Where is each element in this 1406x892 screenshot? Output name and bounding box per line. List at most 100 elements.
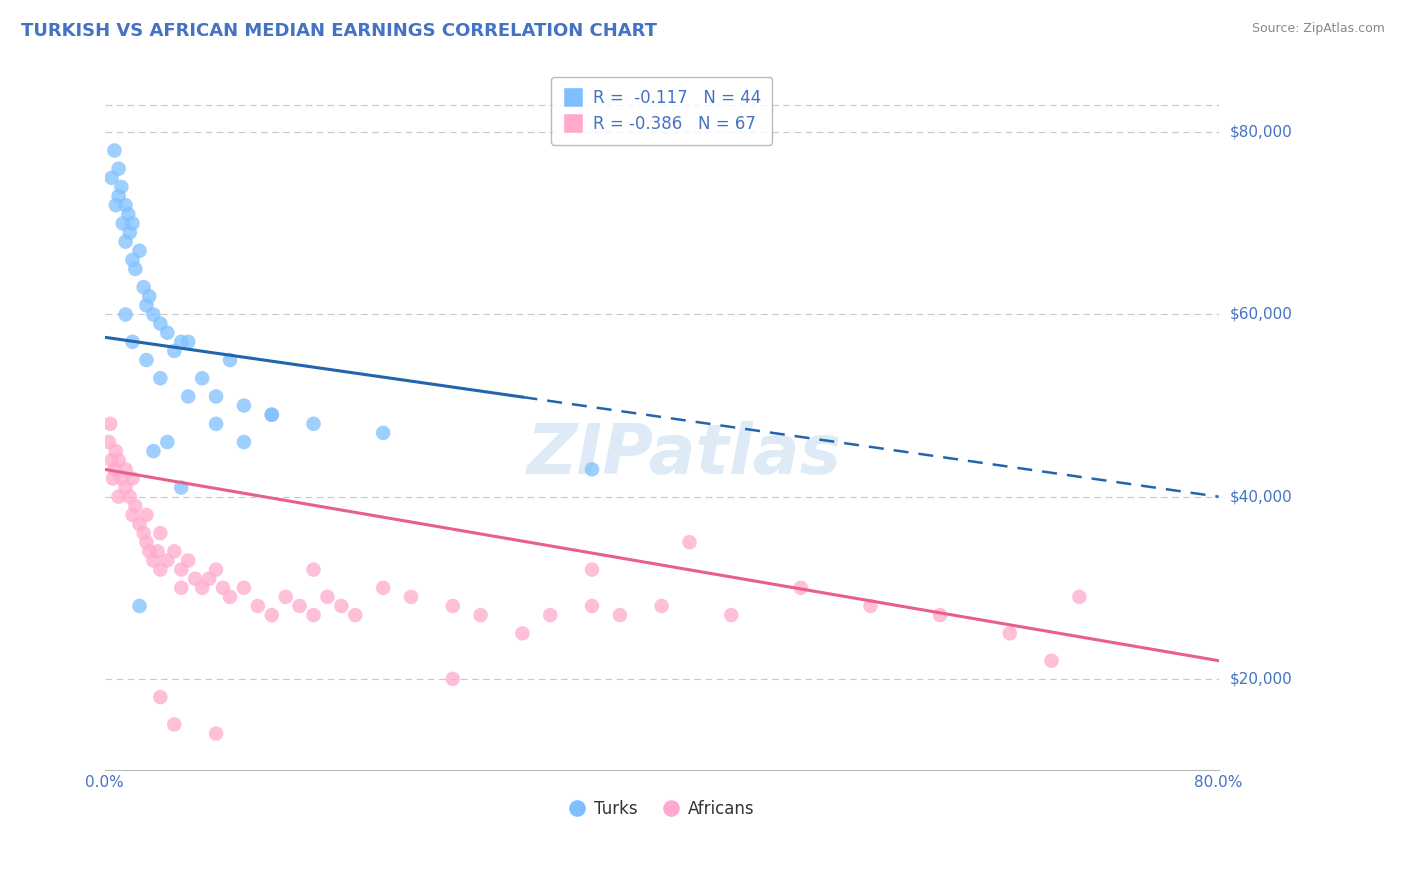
Point xyxy=(121,334,143,349)
Point xyxy=(260,408,283,422)
Point xyxy=(135,353,157,368)
Point xyxy=(156,553,179,567)
Point xyxy=(163,717,186,731)
Text: Source: ZipAtlas.com: Source: ZipAtlas.com xyxy=(1251,22,1385,36)
Point xyxy=(859,599,882,613)
Point xyxy=(128,516,150,531)
Point xyxy=(121,508,143,522)
Point xyxy=(124,262,146,277)
Point xyxy=(103,462,125,476)
Text: TURKISH VS AFRICAN MEDIAN EARNINGS CORRELATION CHART: TURKISH VS AFRICAN MEDIAN EARNINGS CORRE… xyxy=(21,22,657,40)
Point xyxy=(118,226,141,240)
Point xyxy=(441,672,464,686)
Point xyxy=(538,608,561,623)
Point xyxy=(581,462,603,476)
Point xyxy=(399,590,422,604)
Point xyxy=(114,308,136,322)
Point xyxy=(124,499,146,513)
Point xyxy=(107,490,129,504)
Point xyxy=(205,563,228,577)
Point xyxy=(720,608,742,623)
Point xyxy=(929,608,952,623)
Point xyxy=(998,626,1021,640)
Point xyxy=(107,161,129,176)
Point xyxy=(107,453,129,467)
Point xyxy=(1069,590,1091,604)
Point xyxy=(142,308,165,322)
Point xyxy=(142,553,165,567)
Point xyxy=(135,508,157,522)
Point xyxy=(104,444,127,458)
Point xyxy=(512,626,534,640)
Point xyxy=(232,581,254,595)
Point xyxy=(132,526,155,541)
Point xyxy=(117,207,139,221)
Legend: Turks, Africans: Turks, Africans xyxy=(562,794,761,825)
Point xyxy=(260,408,283,422)
Text: ZIPatlas: ZIPatlas xyxy=(526,421,841,488)
Point xyxy=(138,289,160,303)
Text: $60,000: $60,000 xyxy=(1230,307,1292,322)
Point xyxy=(135,535,157,549)
Point xyxy=(149,317,172,331)
Point xyxy=(114,235,136,249)
Point xyxy=(581,599,603,613)
Point xyxy=(470,608,492,623)
Point xyxy=(100,170,122,185)
Text: $40,000: $40,000 xyxy=(1230,489,1292,504)
Point xyxy=(146,544,169,558)
Text: $80,000: $80,000 xyxy=(1230,125,1292,140)
Point xyxy=(198,572,221,586)
Point xyxy=(288,599,311,613)
Point xyxy=(149,371,172,385)
Point xyxy=(149,526,172,541)
Point xyxy=(107,189,129,203)
Point xyxy=(184,572,207,586)
Point xyxy=(177,553,200,567)
Point xyxy=(110,471,132,485)
Point xyxy=(128,244,150,258)
Point xyxy=(177,334,200,349)
Point xyxy=(205,389,228,403)
Point xyxy=(97,435,120,450)
Point xyxy=(316,590,339,604)
Point xyxy=(177,389,200,403)
Point xyxy=(344,608,367,623)
Point xyxy=(142,444,165,458)
Point xyxy=(149,563,172,577)
Point xyxy=(132,280,155,294)
Point xyxy=(138,544,160,558)
Point xyxy=(100,453,122,467)
Point xyxy=(149,690,172,705)
Point xyxy=(163,544,186,558)
Point xyxy=(135,298,157,312)
Point xyxy=(330,599,353,613)
Point xyxy=(98,417,121,431)
Point xyxy=(373,581,395,595)
Point xyxy=(678,535,700,549)
Text: $20,000: $20,000 xyxy=(1230,672,1292,687)
Point xyxy=(609,608,631,623)
Point xyxy=(246,599,269,613)
Point xyxy=(170,334,193,349)
Point xyxy=(170,581,193,595)
Point xyxy=(790,581,813,595)
Point xyxy=(191,371,214,385)
Point xyxy=(128,599,150,613)
Point xyxy=(121,252,143,267)
Point xyxy=(114,198,136,212)
Point xyxy=(103,144,125,158)
Point xyxy=(114,481,136,495)
Point xyxy=(232,399,254,413)
Point xyxy=(118,490,141,504)
Point xyxy=(156,326,179,340)
Point xyxy=(581,563,603,577)
Point xyxy=(302,417,325,431)
Point xyxy=(302,608,325,623)
Point xyxy=(110,180,132,194)
Point xyxy=(441,599,464,613)
Point xyxy=(260,608,283,623)
Point xyxy=(205,726,228,740)
Point xyxy=(163,343,186,358)
Point xyxy=(373,425,395,440)
